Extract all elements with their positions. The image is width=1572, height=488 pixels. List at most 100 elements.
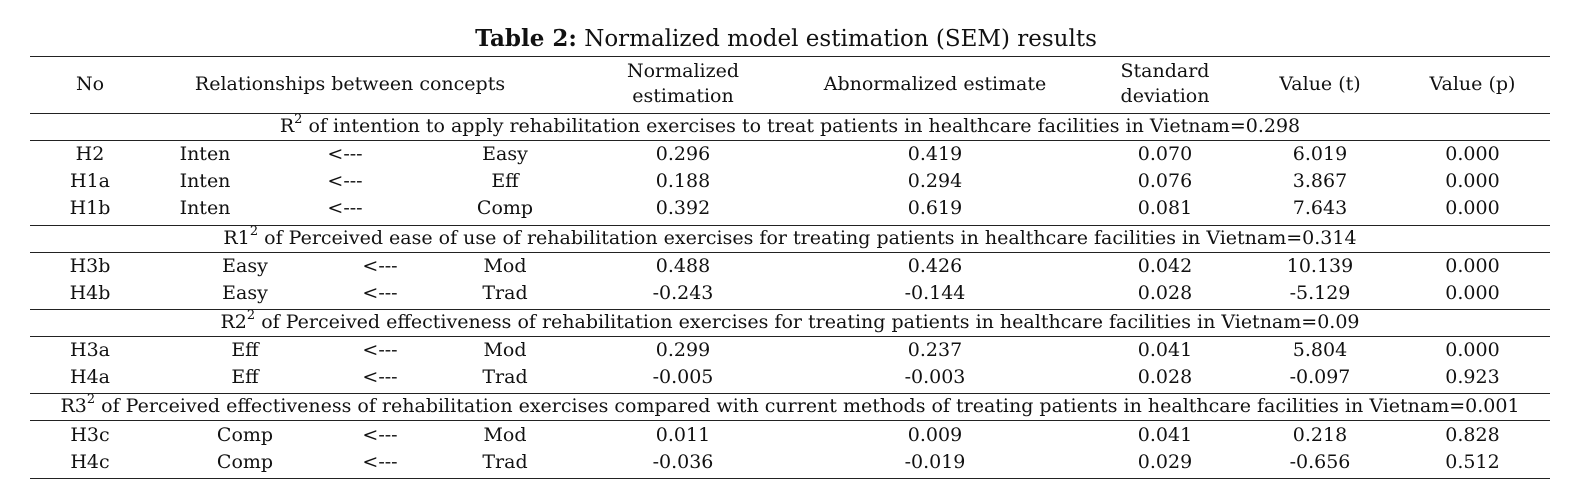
section-rule [30,140,1550,141]
cell-standard-deviation: 0.041 [1137,424,1193,446]
cell-value-p: 0.512 [1445,451,1500,473]
cell-value-t: 3.867 [1292,170,1348,192]
cell-abnormalized: 0.009 [907,424,963,446]
cell-value-p: 0.000 [1445,282,1500,304]
cell-normalized: 0.488 [655,255,711,277]
header-standard-deviation: Standard deviation [1085,59,1245,109]
cell-standard-deviation: 0.041 [1137,339,1193,361]
cell-arrow: <--- [362,424,398,446]
cell-no: H3c [70,424,110,446]
cell-value-p: 0.000 [1445,255,1500,277]
header-normalized: Normalized estimation [583,59,783,109]
cell-normalized: 0.011 [655,424,711,446]
section-title-text: of Perceived effectiveness of rehabilita… [95,395,1520,417]
header-sd-line2: deviation [1120,85,1210,107]
header-relationships: Relationships between concepts [194,73,506,95]
cell-abnormalized: 0.619 [907,197,963,219]
table-caption-label: Table 2: [475,25,577,52]
table-row: H4a Eff <--- Trad -0.005 -0.003 0.028 -0.097 0.9… [30,364,1550,391]
cell-dependent: Easy [222,282,268,304]
cell-normalized: 0.188 [655,170,711,192]
cell-independent: Comp [476,197,534,219]
section-title-superscript: 2 [86,391,96,407]
section-rule [30,113,1550,114]
cell-standard-deviation: 0.028 [1137,282,1193,304]
section-rule [30,252,1550,253]
cell-standard-deviation: 0.028 [1137,366,1193,388]
section-title-text: of Perceived effectiveness of rehabilita… [255,311,1360,333]
cell-dependent: Easy [222,255,268,277]
top-rule [30,56,1550,57]
header-abnormalized: Abnormalized estimate [823,73,1047,95]
cell-value-t: -0.656 [1289,451,1351,473]
table-row: H4c Comp <--- Trad -0.036 -0.019 0.029 -0.656 0.… [30,449,1550,476]
table-row: H2 Inten <--- Easy 0.296 0.419 0.070 6.019 0.000 [30,141,1550,168]
cell-dependent: Eff [231,339,259,361]
cell-standard-deviation: 0.070 [1137,143,1193,165]
section-title-superscript: 2 [294,111,303,127]
section-title-superscript: 2 [249,223,259,239]
header-value-p: Value (p) [1429,73,1516,95]
cell-value-p: 0.000 [1445,143,1500,165]
cell-independent: Trad [482,282,528,304]
header-normalized-line2: estimation [632,85,734,107]
table-row: H1b Inten <--- Comp 0.392 0.619 0.081 7.643 0.00… [30,195,1550,222]
cell-independent: Trad [482,366,528,388]
cell-normalized: 0.299 [655,339,711,361]
cell-independent: Easy [482,143,528,165]
cell-arrow: <--- [362,255,398,277]
cell-dependent: Comp [216,424,274,446]
table-header: No Relationships between concepts Normal… [30,59,1550,113]
section-title-prefix: R2 [220,311,247,333]
section-title-text: of intention to apply rehabilitation exe… [302,115,1301,137]
cell-no: H3b [69,255,111,277]
cell-abnormalized: 0.237 [907,339,963,361]
cell-normalized: 0.392 [655,197,711,219]
cell-value-t: 7.643 [1292,197,1348,219]
cell-value-p: 0.000 [1445,339,1500,361]
cell-value-p: 0.923 [1445,366,1500,388]
cell-independent: Mod [483,424,527,446]
cell-abnormalized: -0.003 [904,366,966,388]
cell-normalized: -0.036 [652,451,714,473]
cell-dependent: Eff [231,366,259,388]
cell-dependent: Inten [179,170,231,192]
header-value-t: Value (t) [1279,73,1361,95]
cell-arrow: <--- [327,143,363,165]
cell-dependent: Inten [179,143,231,165]
table-row: H4b Easy <--- Trad -0.243 -0.144 0.028 -5.129 0.… [30,280,1550,307]
section-title-text: of Perceived ease of use of rehabilitati… [258,227,1357,249]
cell-standard-deviation: 0.076 [1137,170,1193,192]
cell-normalized: -0.243 [652,282,714,304]
cell-standard-deviation: 0.042 [1137,255,1193,277]
section-rule [30,336,1550,337]
cell-no: H2 [75,143,105,165]
cell-arrow: <--- [327,197,363,219]
section-title: R22 of Perceived effectiveness of rehabi… [30,309,1550,336]
section-title: R32 of Perceived effectiveness of rehabi… [30,393,1550,420]
cell-no: H4a [70,366,110,388]
section-title-prefix: R1 [223,227,250,249]
section-title: R2 of intention to apply rehabilitation … [30,113,1550,140]
cell-standard-deviation: 0.081 [1137,197,1193,219]
table-row: H3c Comp <--- Mod 0.011 0.009 0.041 0.218 0.828 [30,422,1550,449]
cell-abnormalized: 0.294 [907,170,963,192]
cell-abnormalized: -0.144 [904,282,966,304]
cell-arrow: <--- [362,451,398,473]
cell-value-t: 10.139 [1286,255,1354,277]
cell-arrow: <--- [362,366,398,388]
section-rule [30,393,1550,394]
section-rule [30,225,1550,226]
cell-dependent: Inten [179,197,231,219]
cell-value-t: 6.019 [1292,143,1348,165]
cell-no: H1a [70,170,110,192]
table-row: H3b Easy <--- Mod 0.488 0.426 0.042 10.139 0.000 [30,253,1550,280]
section-rule [30,420,1550,421]
cell-value-t: -5.129 [1289,282,1351,304]
cell-independent: Mod [483,255,527,277]
cell-independent: Mod [483,339,527,361]
cell-arrow: <--- [362,339,398,361]
cell-abnormalized: 0.426 [907,255,963,277]
section-title: R12 of Perceived ease of use of rehabili… [30,225,1550,252]
cell-value-t: 0.218 [1292,424,1348,446]
